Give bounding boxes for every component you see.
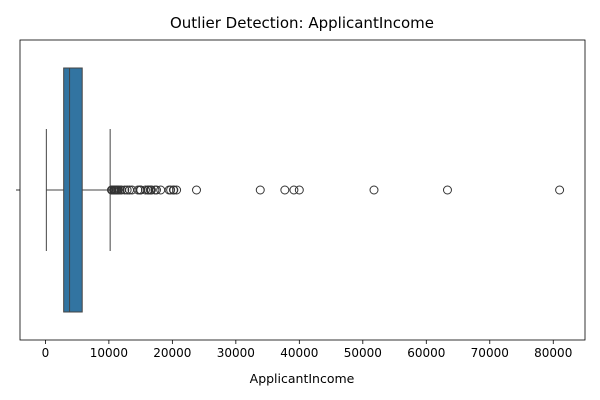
outlier-point bbox=[280, 185, 290, 195]
outlier-point bbox=[169, 185, 179, 195]
x-tick-label: 0 bbox=[42, 346, 50, 360]
outlier-point bbox=[555, 185, 565, 195]
outlier-point bbox=[442, 185, 452, 195]
outlier-point bbox=[192, 185, 202, 195]
outlier-point bbox=[151, 185, 161, 195]
x-tick-label: 10000 bbox=[90, 346, 128, 360]
x-tick-label: 80000 bbox=[534, 346, 572, 360]
x-tick-label: 50000 bbox=[344, 346, 382, 360]
x-axis-label: ApplicantIncome bbox=[250, 371, 355, 386]
outlier-point bbox=[122, 185, 132, 195]
outlier-point bbox=[289, 185, 299, 195]
outlier-point bbox=[255, 185, 265, 195]
outlier-point bbox=[166, 185, 176, 195]
outliers bbox=[106, 185, 565, 195]
x-tick-label: 60000 bbox=[407, 346, 445, 360]
x-axis: 0 10000 20000 30000 40000 50000 60000 70000 8000… bbox=[42, 340, 572, 360]
outlier-point bbox=[146, 185, 156, 195]
outlier-point bbox=[172, 185, 182, 195]
chart-title: Outlier Detection: ApplicantIncome bbox=[170, 14, 434, 32]
outlier-point bbox=[120, 185, 130, 195]
iqr-box bbox=[63, 67, 83, 313]
x-tick-label: 70000 bbox=[471, 346, 509, 360]
x-tick-label: 30000 bbox=[217, 346, 255, 360]
outlier-point bbox=[140, 185, 150, 195]
outlier-point bbox=[294, 185, 304, 195]
x-tick-label: 20000 bbox=[153, 346, 191, 360]
boxplot bbox=[45, 67, 111, 313]
outlier-point bbox=[369, 185, 379, 195]
x-tick-label: 40000 bbox=[280, 346, 318, 360]
